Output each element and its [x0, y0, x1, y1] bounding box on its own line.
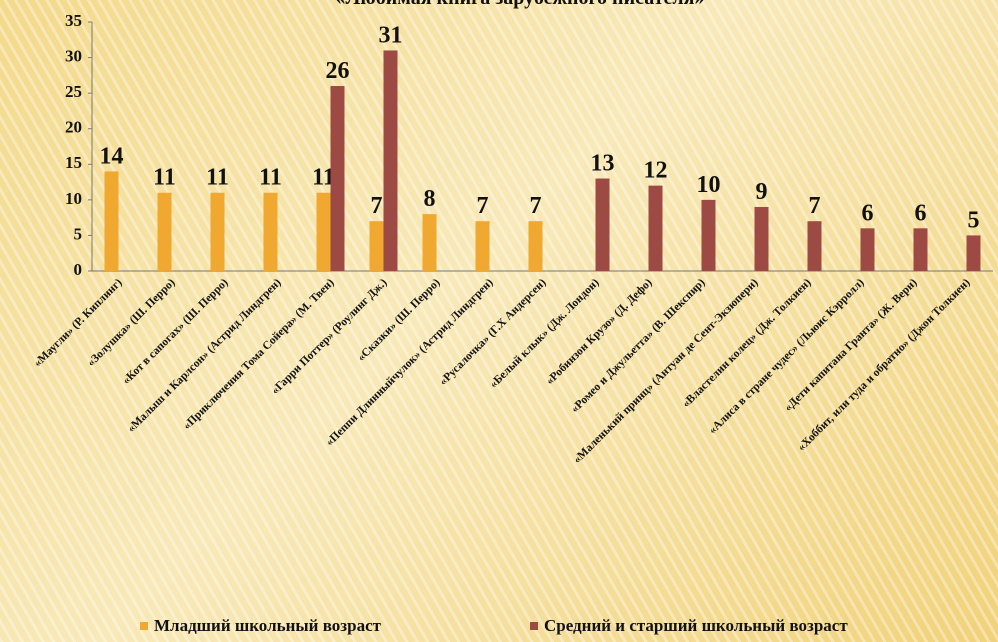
bar [595, 178, 610, 271]
data-label: 11 [153, 165, 176, 191]
y-tick-label: 5 [74, 224, 83, 243]
bar [860, 228, 875, 271]
data-label: 6 [915, 200, 927, 226]
bar [330, 86, 345, 272]
bar [475, 221, 490, 271]
data-label: 11 [312, 165, 335, 191]
x-tick-label: «Белый клык» (Дж. Лондон) [488, 277, 602, 391]
data-label: 12 [644, 158, 668, 184]
x-tick-label: «Робинзон Крузо» (Д. Дефо) [544, 277, 655, 388]
y-tick-label: 0 [74, 260, 83, 279]
x-tick-label: «Золушка» (Ш. Перро) [85, 277, 178, 370]
y-tick-label: 35 [65, 11, 82, 30]
data-label: 7 [530, 193, 542, 219]
bar [316, 192, 331, 271]
data-label: 5 [968, 207, 980, 233]
bar [422, 214, 437, 271]
x-tick-label: «Маленький принц» (Антуан де Сент-Экзюпе… [571, 277, 760, 466]
bar [754, 206, 769, 271]
legend-label: Средний и старший школьный возраст [544, 616, 848, 635]
y-tick-label: 30 [65, 46, 82, 65]
data-label: 7 [809, 193, 821, 219]
bar [210, 192, 225, 271]
bar [383, 50, 398, 272]
x-tick-label: «Русалочка» (Г.Х Андерсен) [437, 277, 548, 388]
bar [157, 192, 172, 271]
bar [104, 171, 119, 271]
y-tick-label: 20 [65, 118, 82, 137]
data-label: 8 [424, 186, 436, 212]
x-tick-label: «Гарри Поттер» (Роулинг Дж.) [269, 277, 389, 397]
data-label: 13 [591, 151, 615, 177]
data-label: 10 [697, 172, 721, 198]
legend-swatch [140, 622, 148, 630]
data-label: 31 [379, 22, 403, 48]
data-label: 26 [326, 58, 350, 84]
data-label: 7 [477, 193, 489, 219]
bar [369, 221, 384, 271]
y-tick-label: 25 [65, 82, 82, 101]
bar [807, 221, 822, 271]
bar [263, 192, 278, 271]
bar [528, 221, 543, 271]
bar [648, 185, 663, 271]
y-tick-label: 10 [65, 189, 82, 208]
data-label: 6 [862, 200, 874, 226]
data-label: 11 [259, 165, 282, 191]
data-label: 7 [371, 193, 383, 219]
bar [701, 199, 716, 271]
data-label: 11 [206, 165, 229, 191]
legend-swatch [530, 622, 538, 630]
bar [913, 228, 928, 271]
data-label: 14 [100, 143, 124, 169]
y-tick-label: 15 [65, 153, 82, 172]
bar [966, 235, 981, 271]
x-tick-label: «Маугли» (Р. Киплинг) [32, 277, 125, 370]
legend-label: Младший школьный возраст [154, 616, 382, 635]
x-tick-label: «Кот в сапогах» (Ш. Перро) [120, 277, 230, 387]
data-label: 9 [756, 179, 768, 205]
chart-title: «Любимая книга зарубежного писателя» [336, 0, 705, 9]
